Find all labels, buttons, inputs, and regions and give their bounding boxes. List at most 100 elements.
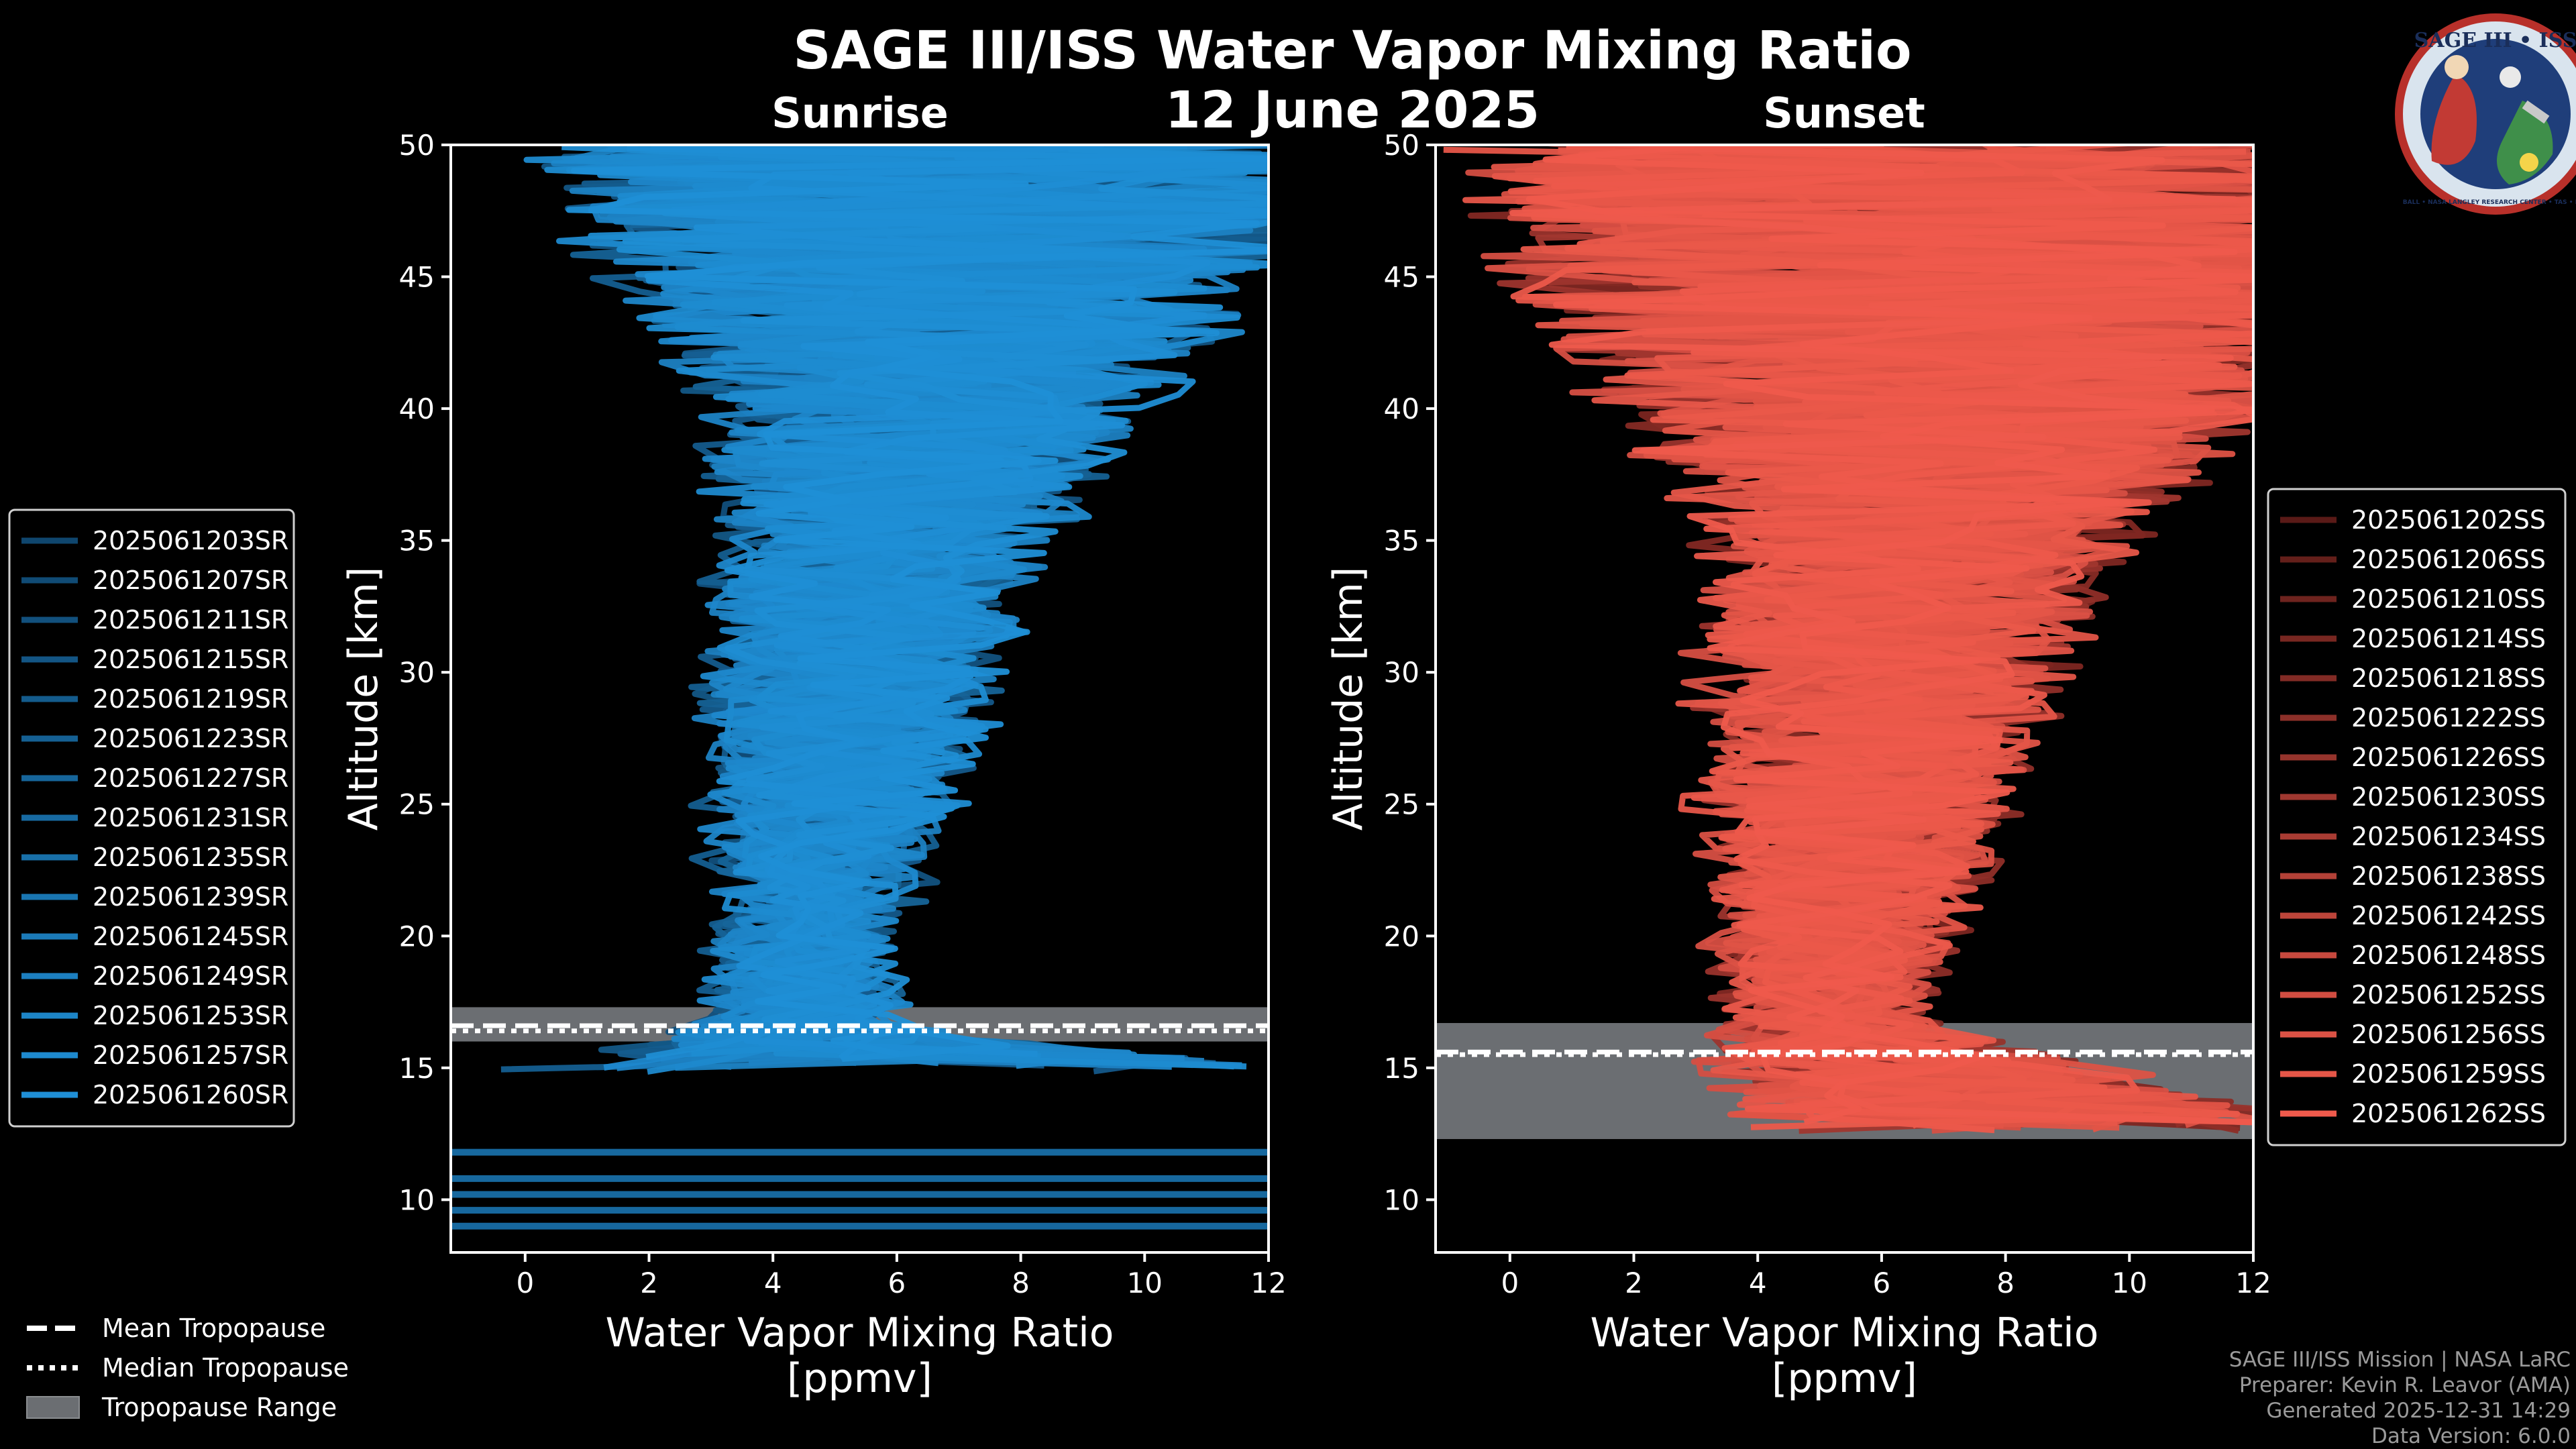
x-tick-label: 12: [1250, 1267, 1286, 1299]
y-tick-label: 25: [399, 788, 435, 821]
tropopause-legend-label: Mean Tropopause: [102, 1313, 325, 1343]
legend-entry-label: 2025061227SR: [93, 763, 288, 793]
profile-line: [1525, 145, 2253, 1126]
y-tick-label: 30: [399, 656, 435, 689]
legend-entry-label: 2025061259SS: [2351, 1059, 2546, 1089]
profile-line: [1462, 145, 2253, 1126]
sunrise-panel-title: Sunrise: [771, 89, 949, 138]
y-tick-label: 50: [1384, 129, 1419, 162]
sunrise-chart: 0 2 4 6 8 10 12 10 15 20 25 30 35 40 45 50 Water Vapor M…: [340, 129, 1287, 1402]
legend-entry-label: 2025061253SR: [93, 1001, 288, 1030]
tropopause-legend: Mean Tropopause Median Tropopause Tropopau…: [26, 1313, 349, 1422]
profile-line: [1548, 145, 2253, 1126]
profile-line: [1509, 145, 2253, 1126]
y-tick-label: 45: [399, 261, 435, 294]
y-tick-label: 10: [399, 1183, 435, 1216]
profile-line: [627, 145, 1269, 1061]
x-tick-label: 12: [2235, 1267, 2271, 1299]
x-tick-label: 8: [1996, 1267, 2015, 1299]
plot-frame: [449, 144, 1270, 1254]
legend-entry-label: 2025061234SS: [2351, 822, 2546, 851]
legend-entry-label: 2025061223SR: [93, 724, 288, 753]
legend-entry-label: 2025061214SS: [2351, 624, 2546, 653]
legend-entry-label: 2025061239SR: [93, 882, 288, 912]
legend-entry-label: 2025061249SR: [93, 961, 288, 991]
legend-entry-label: 2025061203SR: [93, 526, 288, 555]
legend-entry-label: 2025061219SR: [93, 684, 288, 714]
tropopause-legend-label: Median Tropopause: [102, 1353, 349, 1383]
x-tick-label: 10: [1127, 1267, 1163, 1299]
profile-line: [571, 155, 1269, 1057]
sunset-profiles: [1443, 145, 2253, 1134]
legend-entry-label: 2025061211SR: [93, 605, 288, 635]
legend-entry-label: 2025061222SS: [2351, 703, 2546, 733]
logo-station: [2522, 100, 2550, 124]
credit-line: Data Version: 6.0.0: [2371, 1424, 2571, 1448]
x-tick-label: 8: [1012, 1267, 1030, 1299]
x-tick-label: 2: [640, 1267, 658, 1299]
sunrise-tropopause-lines: [451, 1023, 1269, 1034]
plot-frame: [1434, 144, 2255, 1254]
figure-title: SAGE III/ISS Water Vapor Mixing Ratio: [793, 21, 1911, 81]
y-tick-label: 20: [399, 920, 435, 953]
y-tick-label: 50: [399, 129, 435, 162]
legend-entry-label: 2025061248SS: [2351, 941, 2546, 970]
x-axis-label: [ppmv]: [787, 1355, 932, 1402]
logo-earth: [2497, 101, 2553, 184]
legend-entry-label: 2025061238SS: [2351, 861, 2546, 891]
y-tick-label: 30: [1384, 656, 1419, 689]
sunrise-axes: 0 2 4 6 8 10 12 10 15 20 25 30 35 40 45 50 Water Vapor M…: [340, 129, 1287, 1402]
sunrise-legend: 2025061203SR 2025061207SR 2025061211SR 2025…: [8, 508, 295, 1128]
y-axis-label: Altitude [km]: [340, 567, 387, 831]
x-tick-label: 6: [888, 1267, 906, 1299]
sunset-legend: 2025061202SS 2025061206SS 2025061210SS 2025…: [2267, 488, 2567, 1146]
y-axis-label: Altitude [km]: [1325, 567, 1372, 831]
x-tick-label: 6: [1873, 1267, 1891, 1299]
logo-figure-head: [2445, 55, 2469, 79]
y-tick-label: 45: [1384, 261, 1419, 294]
credit-line: Generated 2025-12-31 14:29: [2266, 1399, 2571, 1423]
legend-entry-label: 2025061206SS: [2351, 545, 2546, 574]
credit-line: Preparer: Kevin R. Leavor (AMA): [2239, 1373, 2571, 1397]
legend-entry-label: 2025061226SS: [2351, 743, 2546, 772]
sunset-axes: 0 2 4 6 8 10 12 10 15 20 25 30 35 40 45 50 Water Vapor M…: [1325, 129, 2271, 1402]
legend-entry-label: 2025061202SS: [2351, 505, 2546, 535]
logo-sun: [2520, 153, 2538, 172]
legend-entry-label: 2025061235SR: [93, 843, 288, 872]
y-tick-label: 20: [1384, 920, 1419, 953]
figure-date: 12 June 2025: [1165, 80, 1540, 140]
logo-moon: [2500, 66, 2521, 88]
y-tick-label: 35: [399, 525, 435, 557]
credit-line: SAGE III/ISS Mission | NASA LaRC: [2229, 1348, 2571, 1372]
sunrise-profiles: [451, 145, 1269, 1230]
legend-entry-label: 2025061256SS: [2351, 1020, 2546, 1049]
credits: SAGE III/ISS Mission | NASA LaRC Prepare…: [2229, 1348, 2571, 1448]
profile-line: [1532, 145, 2253, 1134]
x-axis-label: Water Vapor Mixing Ratio: [606, 1309, 1114, 1356]
x-axis-label: [ppmv]: [1772, 1355, 1917, 1402]
legend-entry-label: 2025061242SS: [2351, 901, 2546, 930]
legend-entry-label: 2025061245SR: [93, 922, 288, 951]
legend-entry-label: 2025061218SS: [2351, 663, 2546, 693]
y-tick-label: 35: [1384, 525, 1419, 557]
tropopause-legend-label: Tropopause Range: [101, 1393, 337, 1422]
y-tick-label: 40: [1384, 392, 1419, 425]
x-tick-label: 0: [516, 1267, 534, 1299]
legend-box: [8, 508, 295, 1128]
logo-figure-robe: [2431, 74, 2477, 165]
x-tick-label: 10: [2112, 1267, 2147, 1299]
legend-entry-label: 2025061260SR: [93, 1080, 288, 1110]
legend-entry-label: 2025061215SR: [93, 645, 288, 674]
legend-box: [2267, 488, 2567, 1146]
legend-entry-label: 2025061252SS: [2351, 980, 2546, 1010]
x-axis-label: Water Vapor Mixing Ratio: [1591, 1309, 2099, 1356]
sunset-panel-title: Sunset: [1763, 89, 1925, 138]
y-tick-label: 25: [1384, 788, 1419, 821]
legend-entry-label: 2025061262SS: [2351, 1099, 2546, 1128]
x-tick-label: 2: [1625, 1267, 1643, 1299]
sunset-chart: 0 2 4 6 8 10 12 10 15 20 25 30 35 40 45 50 Water Vapor M…: [1325, 129, 2271, 1402]
y-tick-label: 10: [1384, 1183, 1419, 1216]
legend-entry-label: 2025061231SR: [93, 803, 288, 833]
legend-entry-label: 2025061230SS: [2351, 782, 2546, 812]
